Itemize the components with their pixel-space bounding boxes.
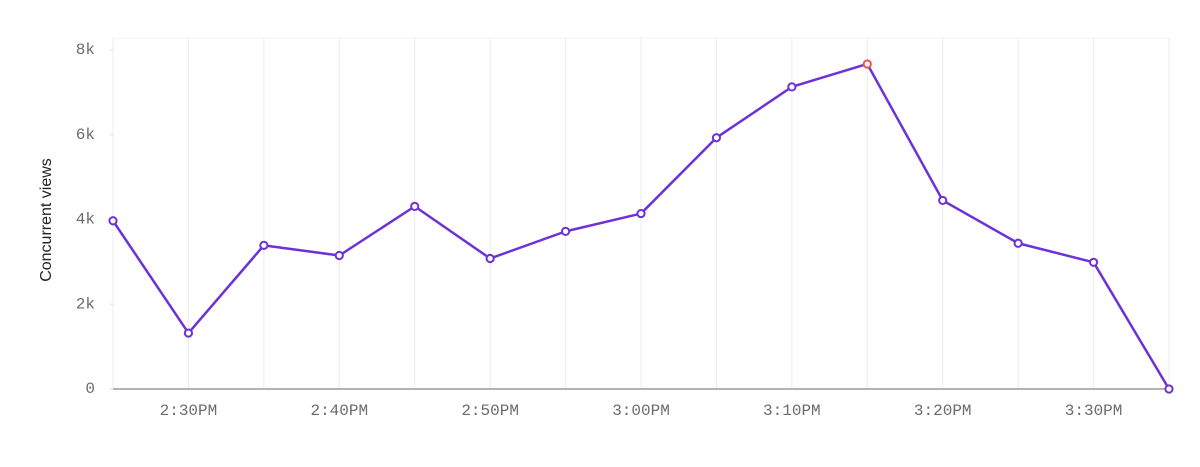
y-tick-label: 6k [76,126,95,144]
y-tick-label: 4k [76,211,95,229]
y-tick-label: 2k [76,295,95,313]
x-tick-label: 3:20PM [914,402,972,420]
point [1088,257,1099,267]
y-axis-label: Concurrent views [38,158,55,282]
point [108,216,118,226]
point [1013,238,1023,248]
x-tick-label: 3:10PM [763,402,821,420]
x-tick-label: 3:30PM [1065,402,1123,420]
point [787,82,797,92]
point [711,133,722,143]
point [410,201,420,211]
point [862,59,872,69]
point [334,250,344,261]
point [938,195,948,206]
point [560,226,571,236]
x-tick-label: 2:40PM [310,402,368,420]
point [1164,384,1174,394]
y-tick-label: 0 [85,380,95,398]
point [183,328,194,338]
point [636,208,646,219]
x-tick-label: 2:30PM [160,402,218,420]
x-tick-label: 3:00PM [612,402,670,420]
point [259,240,269,250]
point [485,253,495,264]
x-tick-label: 2:50PM [461,402,519,420]
y-tick-label: 8k [76,41,95,59]
